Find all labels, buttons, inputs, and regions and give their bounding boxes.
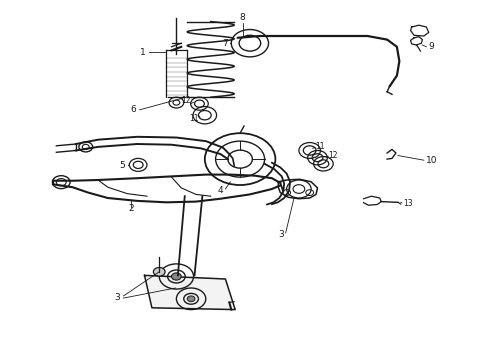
Text: 9: 9 <box>429 42 435 51</box>
Circle shape <box>153 267 165 276</box>
Text: 3: 3 <box>278 230 284 239</box>
Text: 12: 12 <box>328 151 338 160</box>
Text: 3: 3 <box>114 292 120 302</box>
Circle shape <box>172 273 181 280</box>
Text: 13: 13 <box>403 199 413 208</box>
Text: 6: 6 <box>130 105 136 114</box>
Text: 10: 10 <box>426 156 438 165</box>
Circle shape <box>187 296 195 302</box>
Text: 5: 5 <box>120 161 125 170</box>
Polygon shape <box>145 275 235 310</box>
Text: 8: 8 <box>240 13 245 22</box>
Text: 2: 2 <box>128 204 134 213</box>
Text: 12: 12 <box>182 96 191 105</box>
Text: 11: 11 <box>315 143 324 152</box>
Text: 1: 1 <box>140 48 146 57</box>
Text: 7: 7 <box>222 39 228 48</box>
Text: 11: 11 <box>189 114 198 122</box>
Text: 4: 4 <box>218 186 223 195</box>
